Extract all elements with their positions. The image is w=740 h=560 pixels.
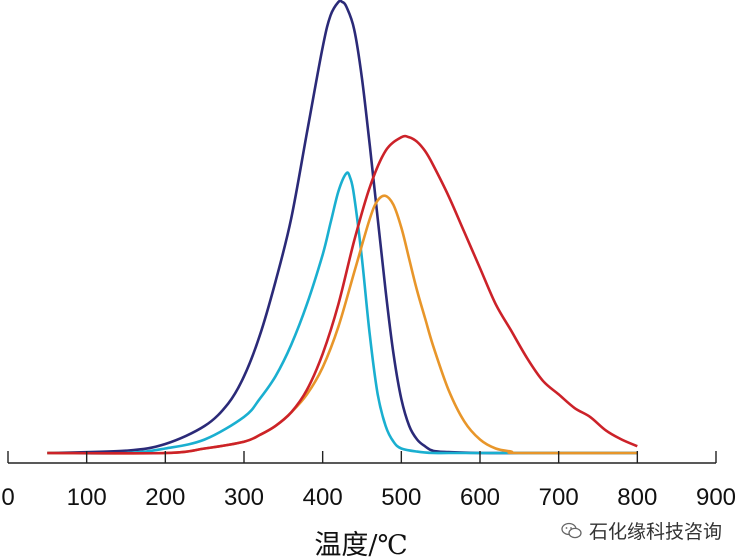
x-tick-label: 300 — [224, 484, 264, 511]
series-line-3 — [47, 194, 638, 455]
x-tick-label: 100 — [67, 484, 107, 511]
x-axis-title: 温度/℃ — [314, 530, 407, 560]
x-tick-label: 500 — [381, 484, 421, 511]
plot-lines — [47, 0, 638, 455]
x-tick-label: 900 — [696, 484, 736, 511]
watermark: 石化缘科技咨询 — [561, 517, 722, 544]
watermark-text: 石化缘科技咨询 — [588, 521, 722, 543]
wechat-icon — [561, 522, 582, 538]
x-tick-label: 700 — [539, 484, 579, 511]
series-line-4 — [47, 134, 638, 455]
x-tick-label: 400 — [303, 484, 343, 511]
x-tick-label: 800 — [617, 484, 657, 511]
x-tick-label: 200 — [145, 484, 185, 511]
x-tick-label: 600 — [460, 484, 500, 511]
x-ticks: 0 100 200 300 400 500 600 700 800 900 — [1, 451, 736, 511]
series-line-1 — [47, 0, 638, 455]
series-line-2 — [47, 171, 638, 455]
x-tick-label: 0 — [1, 484, 14, 511]
